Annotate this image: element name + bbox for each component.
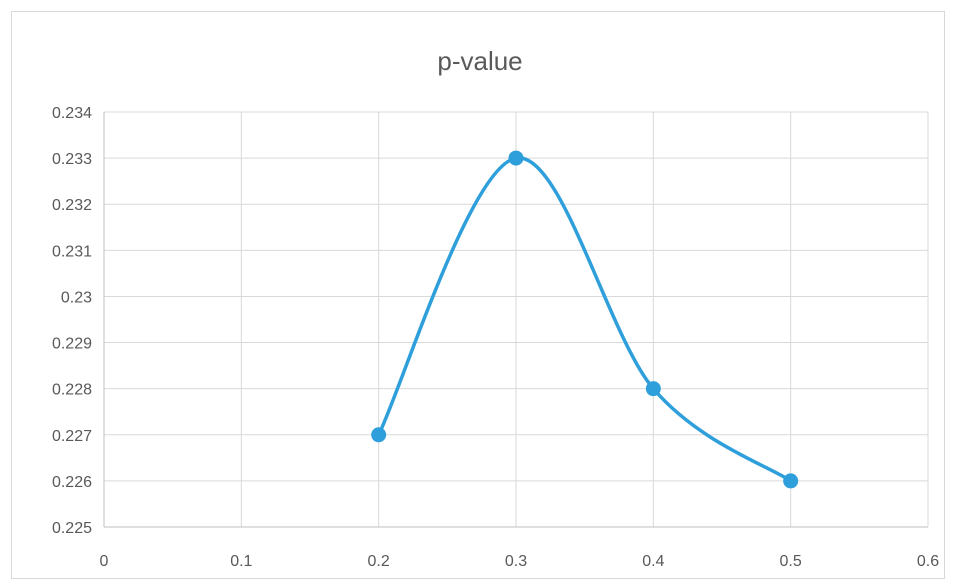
data-series [371, 150, 799, 489]
y-tick-label: 0.23 [61, 289, 92, 306]
y-tick-label: 0.227 [52, 428, 92, 445]
grid-lines [104, 111, 929, 527]
x-tick-label: 0.6 [917, 553, 939, 570]
x-tick-label: 0.2 [368, 553, 390, 570]
y-tick-label: 0.225 [52, 520, 92, 537]
data-point [783, 473, 799, 489]
y-tick-label: 0.228 [52, 382, 92, 399]
series-line [376, 156, 793, 483]
data-point [508, 150, 524, 166]
y-tick-label: 0.232 [52, 197, 92, 214]
y-tick-label: 0.234 [52, 105, 92, 122]
tick-labels: 0.225 0.226 0.227 0.228 0.229 0.23 0.231 0.232 0… [52, 105, 939, 570]
axes [103, 112, 928, 528]
x-tick-label: 0.1 [230, 553, 252, 570]
y-tick-label: 0.233 [52, 151, 92, 168]
x-tick-label: 0.3 [505, 553, 527, 570]
y-tick-label: 0.226 [52, 474, 92, 491]
chart-title: p-value [437, 46, 522, 76]
x-tick-label: 0 [100, 553, 109, 570]
y-tick-label: 0.231 [52, 243, 92, 260]
x-tick-label: 0.5 [780, 553, 802, 570]
x-tick-label: 0.4 [642, 553, 664, 570]
y-tick-label: 0.229 [52, 336, 92, 353]
data-point [371, 427, 387, 443]
data-point [645, 381, 661, 397]
